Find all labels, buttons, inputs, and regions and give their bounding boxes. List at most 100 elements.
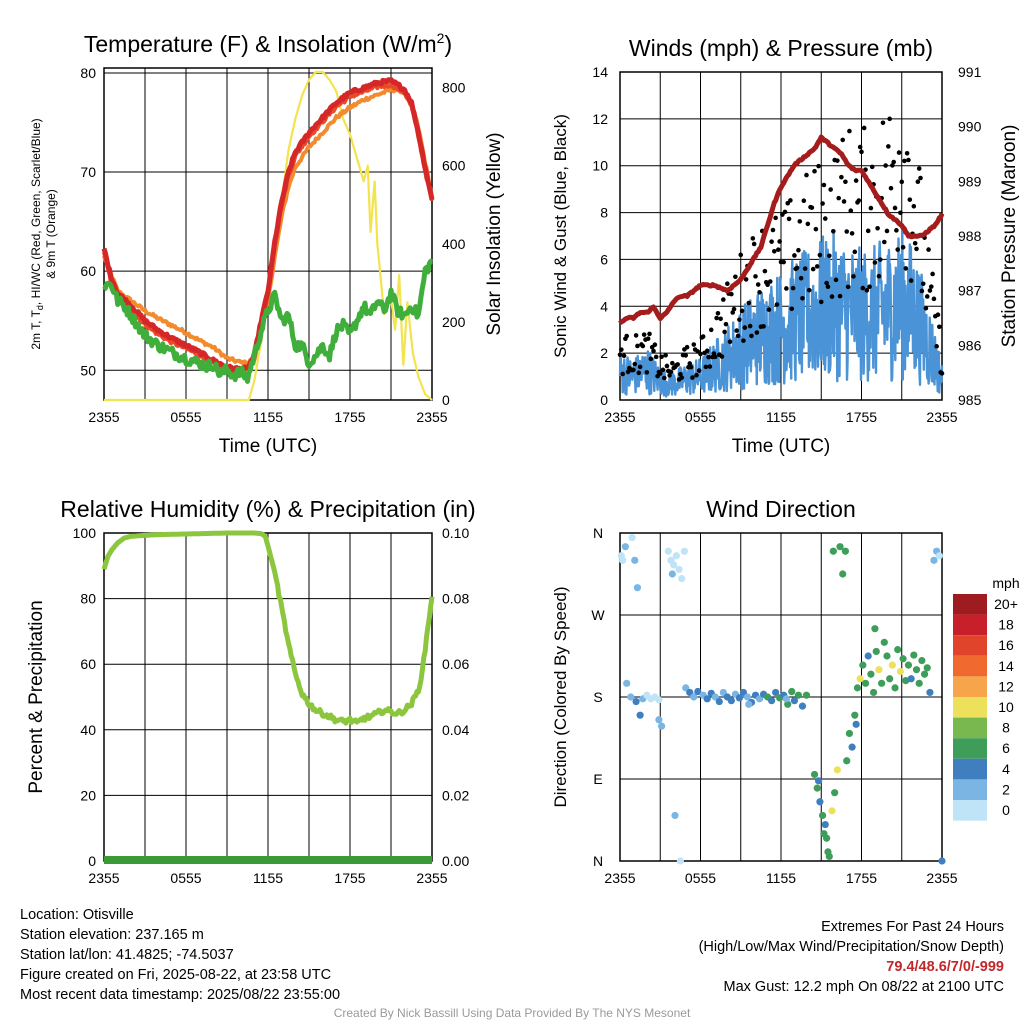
wind-direction-point	[851, 711, 859, 719]
y-right-tick-label: 989	[958, 173, 982, 189]
gust-point	[926, 247, 931, 252]
gust-point	[801, 198, 807, 203]
gust-point	[789, 306, 795, 312]
gust-point	[621, 353, 627, 359]
gust-point	[798, 275, 804, 281]
gust-point	[769, 239, 774, 244]
x-tick-label: 2355	[604, 870, 635, 886]
gust-point	[861, 125, 867, 131]
y-right-tick-label: 0.06	[442, 656, 469, 672]
x-tick-label: 2355	[416, 870, 447, 886]
gust-point	[839, 174, 844, 180]
wind-direction-point	[664, 547, 672, 555]
series-sonic-wind	[618, 225, 944, 398]
gust-point	[887, 116, 892, 122]
gust-point	[661, 375, 667, 381]
y-axis-label: Direction (Colored By Speed)	[551, 586, 570, 807]
gust-point	[847, 128, 852, 134]
gust-point	[848, 208, 854, 214]
gust-point	[833, 277, 839, 283]
gust-point	[771, 248, 777, 254]
gust-point	[691, 342, 697, 347]
gust-point	[856, 198, 862, 203]
gust-point	[719, 354, 725, 359]
gust-point	[918, 175, 923, 181]
gust-point	[797, 219, 803, 224]
wind-direction-point	[814, 777, 823, 785]
gust-point	[920, 281, 926, 287]
gust-point	[706, 354, 711, 360]
wind-direction-point	[627, 693, 635, 701]
y-tick-label: 80	[80, 65, 96, 81]
gust-point	[939, 371, 945, 376]
y-tick-label: 12	[592, 111, 608, 127]
gust-point	[761, 324, 766, 329]
y-tick-label: 6	[600, 251, 608, 267]
extremes-subtitle: (High/Low/Max Wind/Precipitation/Snow De…	[698, 939, 1004, 955]
winds-panel: 2355 0555 1155 1755 2355 Winds (mph) & Pressu…	[551, 35, 1020, 457]
wind-direction-point	[869, 688, 878, 697]
gust-point	[727, 339, 733, 345]
wind-direction-point	[745, 700, 753, 708]
gust-point	[687, 361, 693, 366]
gust-point	[888, 185, 894, 191]
gust-point	[700, 334, 706, 339]
gust-point	[928, 284, 934, 289]
gust-point	[935, 312, 941, 318]
y-right-tick-label: 800	[442, 80, 466, 96]
gust-point	[814, 264, 820, 269]
wind-direction-point	[794, 691, 803, 699]
legend-label: 20+	[994, 596, 1018, 612]
y-tick-label: 0	[88, 853, 96, 869]
gust-point	[923, 305, 929, 311]
wind-direction-point	[694, 687, 702, 696]
y-right-tick-label: 991	[958, 64, 982, 80]
gust-point	[829, 294, 835, 299]
y-tick-label: 0	[600, 392, 608, 408]
gust-point	[859, 149, 864, 155]
wind-direction-point	[918, 656, 926, 665]
gust-point	[660, 367, 666, 373]
wind-direction-point	[836, 543, 844, 551]
gust-point	[637, 364, 643, 370]
legend-label: 4	[1002, 761, 1010, 777]
legend-swatch	[953, 614, 987, 636]
x-tick-label: 1755	[846, 870, 877, 886]
gust-point	[688, 364, 694, 370]
gust-point	[835, 158, 840, 163]
wind-direction-panel: 2355 0555 1155 1755 2355 Wind Direction N E S W N D…	[551, 496, 958, 886]
gust-point	[821, 182, 827, 188]
wind-direction-point	[790, 697, 799, 705]
y-right-tick-label: 0.10	[442, 525, 469, 541]
wind-direction-point	[904, 661, 913, 669]
gust-point	[884, 228, 890, 234]
gust-point	[734, 328, 740, 333]
wind-direction-point	[923, 664, 931, 672]
gust-point	[805, 221, 811, 227]
wind-direction-point	[655, 716, 663, 724]
y-axis-label: 2m T, Td, HI/WC (Red, Green, Scarlet/Blu…	[29, 118, 45, 349]
wind-direction-point	[843, 757, 851, 765]
wind-direction-point	[853, 684, 862, 692]
gust-point	[703, 364, 709, 370]
humidity-panel: 2355 0555 1155 1755 2355 Relative Humidity (%…	[26, 496, 476, 886]
latlon-text: Station lat/lon: 41.4825; -74.5037	[20, 947, 234, 963]
legend-label: 6	[1002, 740, 1010, 756]
gust-point	[867, 284, 872, 290]
gust-point	[930, 271, 935, 277]
wind-direction-point	[894, 646, 902, 654]
gust-point	[827, 253, 832, 259]
gust-point	[809, 205, 815, 210]
gust-point	[851, 274, 856, 279]
y-right-tick-label: 0.04	[442, 722, 469, 738]
gust-point	[904, 151, 910, 156]
wind-direction-point	[772, 688, 780, 697]
wind-direction-point	[619, 556, 627, 564]
gust-point	[698, 351, 703, 357]
y-right-axis-label: Solar Insolation (Yellow)	[484, 132, 505, 335]
series-wind-direction	[617, 533, 946, 865]
gust-point	[657, 371, 663, 376]
gust-point	[743, 277, 749, 282]
x-tick-label: 2355	[416, 409, 447, 425]
legend-swatch	[953, 758, 987, 780]
